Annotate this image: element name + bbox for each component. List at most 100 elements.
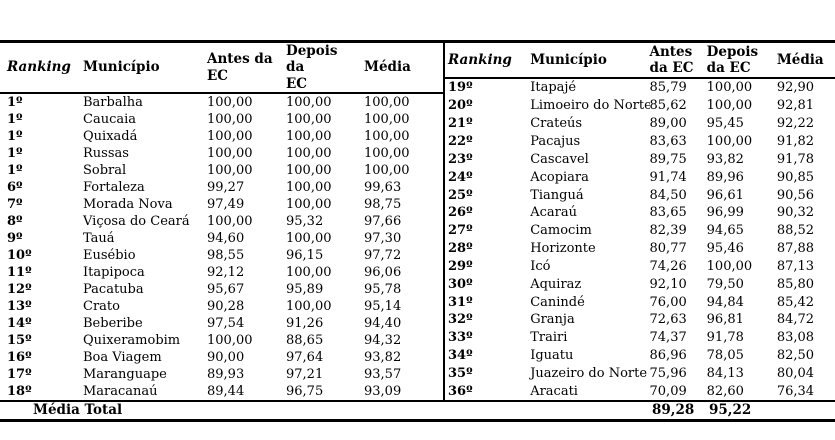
depois-ec-cell: 100,00 [706, 98, 753, 114]
media-cell: 88,52 [776, 223, 815, 239]
municipio-cell: Acaraú [530, 205, 577, 221]
ranking-cell: 22º [448, 134, 473, 149]
media-cell: 87,13 [776, 258, 815, 274]
col-header-depois-ec: Depois da EC [279, 43, 357, 95]
media-cell: 99,63 [364, 180, 402, 196]
table-row: 17º Maranguape 89,93 97,21 93,57 [0, 366, 443, 383]
media-cell: 91,82 [776, 134, 815, 149]
municipio-cell: Eusébio [83, 248, 136, 264]
depois-ec-cell: 97,21 [286, 367, 324, 383]
ranking-cell: 6º [7, 180, 23, 196]
depois-ec-cell: 84,13 [706, 365, 744, 381]
table-row: 15º Quixeramobim 100,00 88,65 94,32 [0, 332, 443, 349]
ranking-cell: 19º [448, 80, 473, 96]
media-cell: 87,88 [776, 241, 815, 257]
table-row: 32º Granja 72,63 96,81 84,72 [444, 311, 835, 329]
antes-ec-cell: 84,50 [649, 187, 687, 203]
depois-ec-cell: 100,00 [286, 299, 332, 315]
table-row: 19º Itapajé 85,79 100,00 92,90 [444, 78, 835, 97]
ranking-cell: 34º [448, 348, 473, 364]
table-row: 1º Caucaia 100,00 100,00 100,00 [0, 111, 443, 128]
media-cell: 85,42 [776, 294, 815, 310]
table-row: 27º Camocim 82,39 94,65 88,52 [444, 222, 835, 240]
municipio-cell: Morada Nova [83, 197, 173, 213]
antes-ec-cell: 82,39 [649, 223, 687, 239]
media-cell: 90,32 [776, 205, 815, 221]
media-cell: 94,32 [364, 333, 402, 349]
media-cell: 97,72 [364, 248, 402, 264]
media-cell: 90,56 [776, 187, 815, 203]
municipio-cell: Aracati [530, 383, 578, 399]
antes-ec-cell: 89,93 [207, 367, 245, 383]
municipio-cell: Crateús [530, 116, 583, 132]
table-row: 1º Barbalha 100,00 100,00 100,00 [0, 93, 443, 111]
table-row: 14º Beberibe 97,54 91,26 94,40 [0, 315, 443, 332]
media-cell: 92,22 [776, 116, 815, 132]
ranking-cell: 26º [448, 205, 473, 221]
antes-ec-cell: 97,49 [207, 197, 245, 213]
antes-ec-cell: 85,62 [649, 98, 687, 114]
table-row: 33º Trairi 74,37 91,78 83,08 [444, 329, 835, 347]
depois-ec-cell: 78,05 [706, 348, 744, 364]
municipio-cell: Icó [530, 258, 551, 274]
table-row: 6º Fortaleza 99,27 100,00 99,63 [0, 179, 443, 196]
ranking-cell: 23º [448, 151, 473, 167]
municipio-cell: Camocim [530, 223, 592, 239]
media-cell: 100,00 [364, 112, 410, 128]
table-row: 28º Horizonte 80,77 95,46 87,88 [444, 240, 835, 258]
antes-ec-cell: 100,00 [207, 214, 253, 230]
media-cell: 84,72 [776, 312, 815, 328]
table-row: 20º Limoeiro do Norte 85,62 100,00 92,81 [444, 97, 835, 115]
depois-ec-cell: 95,32 [286, 214, 324, 230]
media-cell: 95,78 [364, 282, 402, 298]
media-cell: 97,66 [364, 214, 402, 230]
ranking-cell: 11º [7, 265, 32, 281]
antes-ec-cell: 100,00 [207, 333, 253, 349]
col-header-municipio: Município [525, 43, 650, 79]
municipio-cell: Itapipoca [83, 265, 145, 281]
municipio-cell: Aquiraz [530, 276, 582, 292]
ranking-cell: 24º [448, 169, 473, 185]
col-header-media: Média [776, 43, 835, 79]
municipio-cell: Viçosa do Ceará [83, 214, 190, 230]
municipio-cell: Quixadá [83, 129, 138, 145]
depois-ec-cell: 100,00 [286, 197, 332, 213]
table-halves: Ranking Município Antes da EC Depois da … [0, 40, 835, 403]
municipio-cell: Horizonte [530, 241, 596, 257]
ranking-cell: 1º [7, 129, 23, 145]
media-cell: 92,90 [776, 80, 815, 96]
ranking-cell: 1º [7, 146, 23, 162]
depois-ec-cell: 89,96 [706, 169, 744, 185]
media-cell: 80,04 [776, 365, 815, 381]
header-row: Ranking Município Antes da EC Depois da … [0, 43, 443, 95]
municipio-cell: Russas [83, 146, 129, 162]
ranking-cell: 18º [7, 384, 32, 400]
table-row: 26º Acaraú 83,65 96,99 90,32 [444, 204, 835, 222]
municipio-cell: Canindé [530, 294, 585, 310]
ranking-cell: 20º [448, 98, 473, 114]
depois-ec-cell: 88,65 [286, 333, 324, 349]
antes-ec-cell: 85,79 [649, 80, 687, 96]
depois-ec-cell: 95,45 [706, 116, 744, 132]
media-cell: 82,50 [776, 348, 815, 364]
ranking-cell: 35º [448, 365, 473, 381]
antes-ec-cell: 99,27 [207, 180, 245, 196]
antes-ec-cell: 89,75 [649, 151, 687, 167]
depois-ec-cell: 100,00 [286, 95, 332, 111]
antes-ec-cell: 80,77 [649, 241, 687, 257]
media-cell: 83,08 [776, 330, 815, 346]
table-row: 1º Quixadá 100,00 100,00 100,00 [0, 128, 443, 145]
antes-ec-cell: 97,54 [207, 316, 245, 332]
antes-ec-cell: 83,63 [649, 134, 687, 149]
depois-ec-cell: 100,00 [286, 231, 332, 247]
table-row: 11º Itapipoca 92,12 100,00 96,06 [0, 264, 443, 281]
antes-ec-cell: 74,37 [649, 330, 687, 346]
ranking-cell: 25º [448, 187, 473, 203]
municipio-cell: Juazeiro do Norte [530, 365, 648, 381]
municipio-cell: Boa Viagem [83, 350, 162, 366]
antes-ec-cell: 98,55 [207, 248, 245, 264]
ranking-cell: 29º [448, 258, 473, 274]
antes-ec-cell: 75,96 [649, 365, 687, 381]
municipio-cell: Pacatuba [83, 282, 144, 298]
col-header-ranking: Ranking [0, 43, 77, 95]
